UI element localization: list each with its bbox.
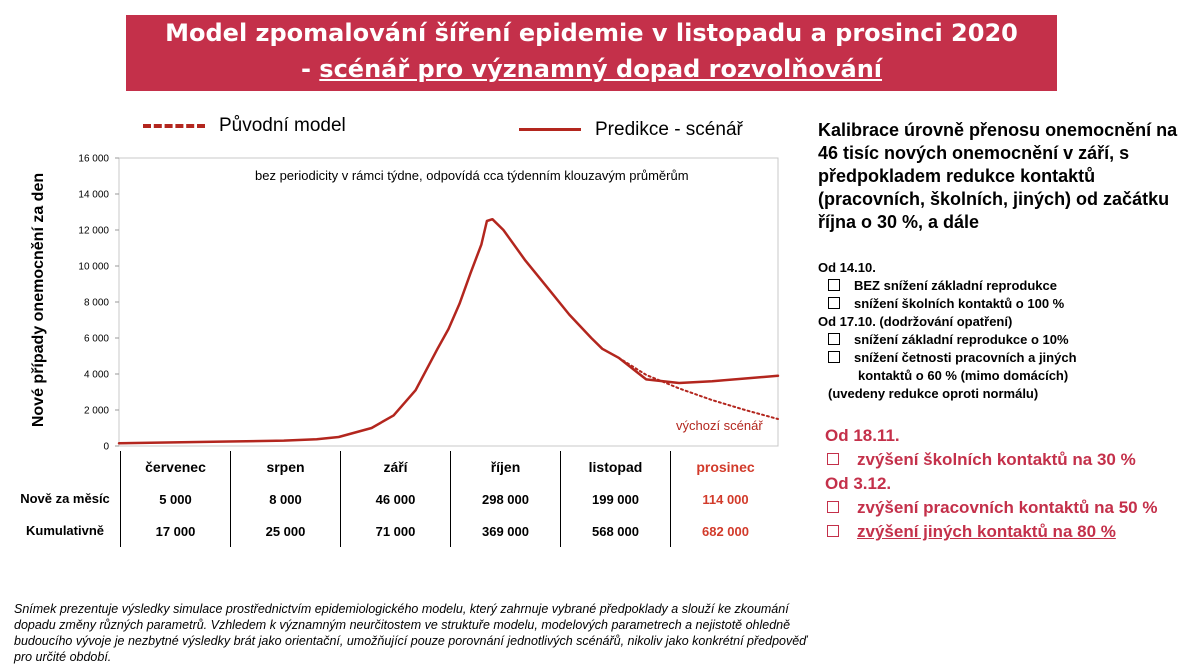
y-tick-label: 6 000 <box>84 334 109 345</box>
month-header-jul: červenec <box>120 451 231 483</box>
cell-cum-oct: 369 000 <box>450 515 561 547</box>
scenario-text: zvýšení školních kontaktů na 30 % <box>857 450 1136 469</box>
measure-text-continued: kontaktů o 60 % (mimo domácích) <box>858 368 1069 383</box>
legend-solid-line <box>519 128 581 132</box>
checkbox-icon <box>828 333 840 345</box>
date-18-11: Od 18.11. <box>825 426 900 445</box>
title-banner: Model zpomalování šíření epidemie v list… <box>126 15 1057 91</box>
legend-original-label: Původní model <box>219 115 346 136</box>
date-14-10: Od 14.10. <box>818 260 876 275</box>
reduction-note: (uvedeny redukce oproti normálu) <box>828 386 1039 401</box>
y-axis-label: Nové případy onemocnění za den <box>30 172 47 428</box>
y-tick-label: 14 000 <box>78 190 109 201</box>
month-header-aug: srpen <box>230 451 341 483</box>
baseline-scenario-label: výchozí scénář <box>676 418 763 433</box>
measure-item: snížení základní reprodukce o 10% <box>818 331 1178 349</box>
cell-new-jul: 5 000 <box>120 483 231 515</box>
checkbox-icon <box>827 453 839 465</box>
legend-dashed-line <box>143 123 205 128</box>
row-label-new: Nově za měsíc <box>20 491 110 506</box>
monthly-summary-table: červenec srpen září říjen listopad prosi… <box>10 451 780 547</box>
checkbox-icon <box>828 279 840 291</box>
series-line-original-model <box>617 356 779 420</box>
legend-prediction: Predikce - scénář <box>519 119 743 141</box>
cell-cum-sep: 71 000 <box>340 515 451 547</box>
cell-new-nov: 199 000 <box>560 483 671 515</box>
row-label-cumulative: Kumulativně <box>25 523 104 538</box>
table-corner <box>10 451 121 483</box>
title-line-1: Model zpomalování šíření epidemie v list… <box>165 19 1018 47</box>
cell-new-aug: 8 000 <box>230 483 341 515</box>
measure-item: BEZ snížení základní reprodukce <box>818 277 1178 295</box>
legend-original-model: Původní model <box>143 115 346 137</box>
month-header-nov: listopad <box>560 451 671 483</box>
scenario-item: zvýšení pracovních kontaktů na 50 % <box>825 496 1195 520</box>
measure-text: snížení četnosti pracovních a jiných <box>854 350 1077 365</box>
month-header-oct: říjen <box>450 451 561 483</box>
title-line-2: - scénář pro významný dopad rozvolňování <box>126 51 1057 87</box>
cell-new-dec: 114 000 <box>670 483 780 515</box>
measure-text: snížení školních kontaktů o 100 % <box>854 296 1065 311</box>
y-tick-label: 10 000 <box>78 262 109 273</box>
chart-annotation: bez periodicity v rámci týdne, odpovídá … <box>255 168 689 183</box>
series-line-prediction <box>117 217 780 445</box>
y-tick-label: 8 000 <box>84 298 109 309</box>
cell-new-sep: 46 000 <box>340 483 451 515</box>
month-header-sep: září <box>340 451 451 483</box>
y-tick-label: 2 000 <box>84 406 109 417</box>
cell-cum-nov: 568 000 <box>560 515 671 547</box>
measure-text: snížení základní reprodukce o 10% <box>854 332 1069 347</box>
cell-new-oct: 298 000 <box>450 483 561 515</box>
plot-frame <box>118 157 779 447</box>
table-header-row: červenec srpen září říjen listopad prosi… <box>10 451 780 483</box>
y-tick-label: 4 000 <box>84 370 109 381</box>
scenario-item: zvýšení školních kontaktů na 30 % <box>825 448 1195 472</box>
date-17-10: Od 17.10. (dodržování opatření) <box>818 314 1013 329</box>
calibration-details: Od 14.10. BEZ snížení základní reprodukc… <box>818 259 1178 403</box>
scenario-changes: Od 18.11. zvýšení školních kontaktů na 3… <box>825 424 1195 544</box>
line-chart: 0 2 000 4 000 6 000 8 000 10 000 12 000 14 000 1… <box>78 154 780 453</box>
title-line-2-underlined: scénář pro významný dopad rozvolňování <box>319 55 883 83</box>
footnote: Snímek prezentuje výsledky simulace pros… <box>14 602 807 664</box>
scenario-text: zvýšení pracovních kontaktů na 50 % <box>857 498 1158 517</box>
scenario-item: zvýšení jiných kontaktů na 80 % <box>825 520 1195 544</box>
checkbox-icon <box>828 351 840 363</box>
cell-cum-dec: 682 000 <box>670 515 780 547</box>
measure-item: snížení četnosti pracovních a jiných <box>818 349 1178 367</box>
measure-item: snížení školních kontaktů o 100 % <box>818 295 1178 313</box>
month-header-dec: prosinec <box>670 451 780 483</box>
table-row-cumulative: Kumulativně 17 000 25 000 71 000 369 000… <box>10 515 780 547</box>
calibration-heading: Kalibrace úrovně přenosu onemocnění na 4… <box>818 120 1178 232</box>
y-tick-label: 12 000 <box>78 226 109 237</box>
checkbox-icon <box>827 501 839 513</box>
y-tick-label: 16 000 <box>78 154 109 165</box>
measure-text: BEZ snížení základní reprodukce <box>854 278 1057 293</box>
cell-cum-aug: 25 000 <box>230 515 341 547</box>
date-3-12: Od 3.12. <box>825 474 892 493</box>
scenario-text: zvýšení jiných kontaktů na 80 % <box>857 522 1116 541</box>
table-row-new: Nově za měsíc 5 000 8 000 46 000 298 000… <box>10 483 780 515</box>
y-tick-label: 0 <box>103 442 109 453</box>
cell-cum-jul: 17 000 <box>120 515 231 547</box>
legend-prediction-label: Predikce - scénář <box>595 119 743 140</box>
title-line-2-prefix: - <box>300 55 320 83</box>
checkbox-icon <box>828 297 840 309</box>
checkbox-icon <box>827 525 839 537</box>
